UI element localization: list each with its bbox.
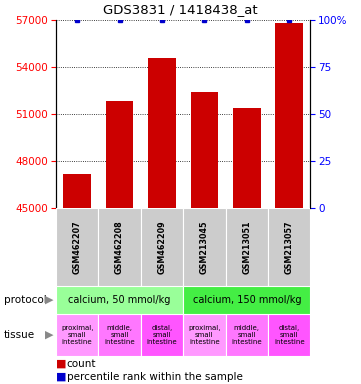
Bar: [183, 286, 310, 314]
Bar: [233, 108, 261, 384]
Bar: [268, 314, 310, 356]
Bar: [183, 208, 226, 286]
Text: middle,
small
intestine: middle, small intestine: [231, 325, 262, 345]
Bar: [106, 101, 133, 384]
Text: ▶: ▶: [44, 295, 53, 305]
Bar: [191, 92, 218, 384]
Text: distal,
small
intestine: distal, small intestine: [147, 325, 177, 345]
Bar: [56, 314, 98, 356]
Bar: [275, 23, 303, 384]
Bar: [141, 314, 183, 356]
Bar: [98, 208, 141, 286]
Text: GSM213051: GSM213051: [242, 220, 251, 274]
Text: GSM213057: GSM213057: [285, 220, 294, 274]
Bar: [148, 58, 176, 384]
Text: calcium, 50 mmol/kg: calcium, 50 mmol/kg: [68, 295, 171, 305]
Bar: [226, 208, 268, 286]
Bar: [98, 314, 141, 356]
Text: GSM462207: GSM462207: [73, 220, 82, 274]
Bar: [56, 208, 98, 286]
Bar: [226, 314, 268, 356]
Text: GDS3831 / 1418438_at: GDS3831 / 1418438_at: [103, 3, 258, 16]
Bar: [268, 208, 310, 286]
Text: count: count: [67, 359, 96, 369]
Text: proximal,
small
intestine: proximal, small intestine: [61, 325, 93, 345]
Text: calcium, 150 mmol/kg: calcium, 150 mmol/kg: [192, 295, 301, 305]
Bar: [56, 286, 183, 314]
Text: distal,
small
intestine: distal, small intestine: [274, 325, 305, 345]
Text: GSM462209: GSM462209: [157, 220, 166, 274]
Text: protocol: protocol: [4, 295, 46, 305]
Text: middle,
small
intestine: middle, small intestine: [104, 325, 135, 345]
Text: ▶: ▶: [44, 330, 53, 340]
Text: ■: ■: [56, 359, 66, 369]
Text: tissue: tissue: [4, 330, 35, 340]
Bar: [64, 174, 91, 384]
Bar: [183, 314, 226, 356]
Text: percentile rank within the sample: percentile rank within the sample: [67, 372, 243, 382]
Bar: [141, 208, 183, 286]
Text: ■: ■: [56, 372, 66, 382]
Text: proximal,
small
intestine: proximal, small intestine: [188, 325, 221, 345]
Text: GSM213045: GSM213045: [200, 220, 209, 274]
Text: GSM462208: GSM462208: [115, 220, 124, 274]
